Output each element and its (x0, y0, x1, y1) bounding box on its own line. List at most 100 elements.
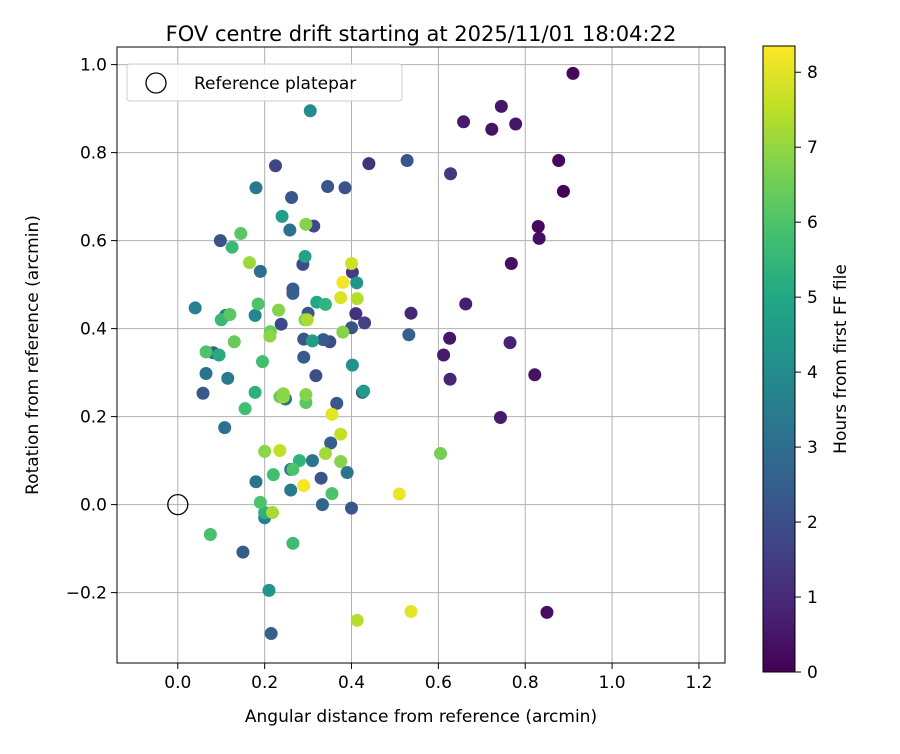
data-point (249, 475, 263, 489)
data-point (286, 536, 300, 550)
data-point (221, 371, 235, 385)
data-point (203, 528, 217, 542)
data-point (528, 368, 542, 382)
data-point (321, 179, 335, 193)
colorbar-tick-label: 0 (807, 663, 818, 683)
data-point (336, 275, 350, 289)
data-point (540, 605, 554, 619)
data-point (188, 301, 202, 315)
data-point (349, 307, 363, 321)
data-point (298, 249, 312, 263)
data-point (334, 427, 348, 441)
legend-label: Reference platepar (194, 74, 356, 94)
x-tick-label: 0.6 (425, 673, 452, 693)
x-axis-label: Angular distance from reference (arcmin) (245, 707, 597, 727)
data-point (234, 227, 248, 241)
data-point (504, 256, 518, 270)
colorbar-tick-label: 1 (807, 588, 818, 608)
grid (117, 47, 725, 663)
data-point (334, 454, 348, 468)
data-point (264, 627, 278, 641)
data-point (273, 443, 287, 457)
y-tick-label: 0.2 (80, 408, 107, 428)
data-point (266, 468, 280, 482)
data-point (485, 122, 499, 136)
colorbar-tick-label: 2 (807, 513, 818, 533)
data-point (274, 317, 288, 331)
y-tick-label: 0.0 (80, 496, 107, 516)
data-point (325, 407, 339, 421)
data-point (262, 583, 276, 597)
data-point (269, 159, 283, 173)
data-point (305, 454, 319, 468)
data-point (318, 447, 332, 461)
colorbar-tick-label: 6 (807, 213, 818, 233)
data-point (276, 387, 290, 401)
data-point (286, 286, 300, 300)
data-point (434, 447, 448, 461)
data-point (459, 297, 473, 311)
data-point (334, 291, 348, 305)
data-point (362, 157, 376, 171)
data-point (315, 498, 329, 512)
y-tick-label: 0.4 (80, 320, 107, 340)
data-point (225, 240, 239, 254)
legend-open-circle-marker (145, 72, 167, 94)
data-point (283, 223, 297, 237)
data-point (238, 402, 252, 416)
data-point (340, 465, 354, 479)
data-point (265, 506, 279, 520)
data-point (402, 328, 416, 342)
data-point (299, 388, 313, 402)
data-point (338, 181, 352, 195)
chart-title: FOV centre drift starting at 2025/11/01 … (166, 22, 677, 46)
data-point (345, 358, 359, 372)
data-point (358, 316, 372, 330)
data-point (297, 479, 311, 493)
data-point (300, 313, 314, 327)
data-point (324, 436, 338, 450)
x-tick-label: 0.8 (512, 673, 539, 693)
data-point (236, 545, 250, 559)
data-point (457, 115, 471, 129)
data-point (285, 190, 299, 204)
x-axis-ticks: 0.0 0.2 0.4 0.6 0.8 1.0 1.2 (164, 663, 712, 693)
y-tick-label: 0.6 (80, 232, 107, 252)
data-point (284, 483, 298, 497)
colorbar-tick-label: 5 (807, 288, 818, 308)
data-point (199, 366, 213, 380)
data-point (531, 220, 545, 234)
data-point (552, 154, 566, 168)
data-point (325, 487, 339, 501)
x-tick-label: 1.2 (685, 673, 712, 693)
data-point (303, 104, 317, 118)
colorbar-tick-label: 8 (807, 63, 818, 83)
y-tick-label: 1.0 (80, 56, 107, 76)
plot-frame (116, 46, 726, 664)
x-tick-label: 0.4 (338, 673, 365, 693)
data-point (318, 297, 332, 311)
colorbar-tick-label: 3 (807, 438, 818, 458)
data-point (443, 331, 457, 345)
legend-box (126, 63, 403, 102)
data-point (305, 334, 319, 348)
data-point (494, 99, 508, 113)
legend: Reference platepar (126, 63, 403, 102)
reference-platepar-marker (167, 493, 189, 516)
data-point (314, 471, 328, 485)
data-point (437, 348, 451, 362)
colorbar: 0 1 2 3 4 5 6 7 8 Hours from first FF file (762, 45, 851, 683)
data-point (350, 276, 364, 290)
data-point (400, 154, 414, 168)
data-point (213, 234, 227, 248)
data-point (272, 303, 286, 317)
data-point (196, 386, 210, 400)
data-point (251, 297, 265, 311)
data-point (345, 256, 359, 270)
data-point (350, 613, 364, 627)
data-point (309, 369, 323, 383)
data-points (188, 66, 580, 641)
colorbar-label: Hours from first FF file (831, 264, 851, 454)
x-tick-label: 1.0 (599, 673, 626, 693)
